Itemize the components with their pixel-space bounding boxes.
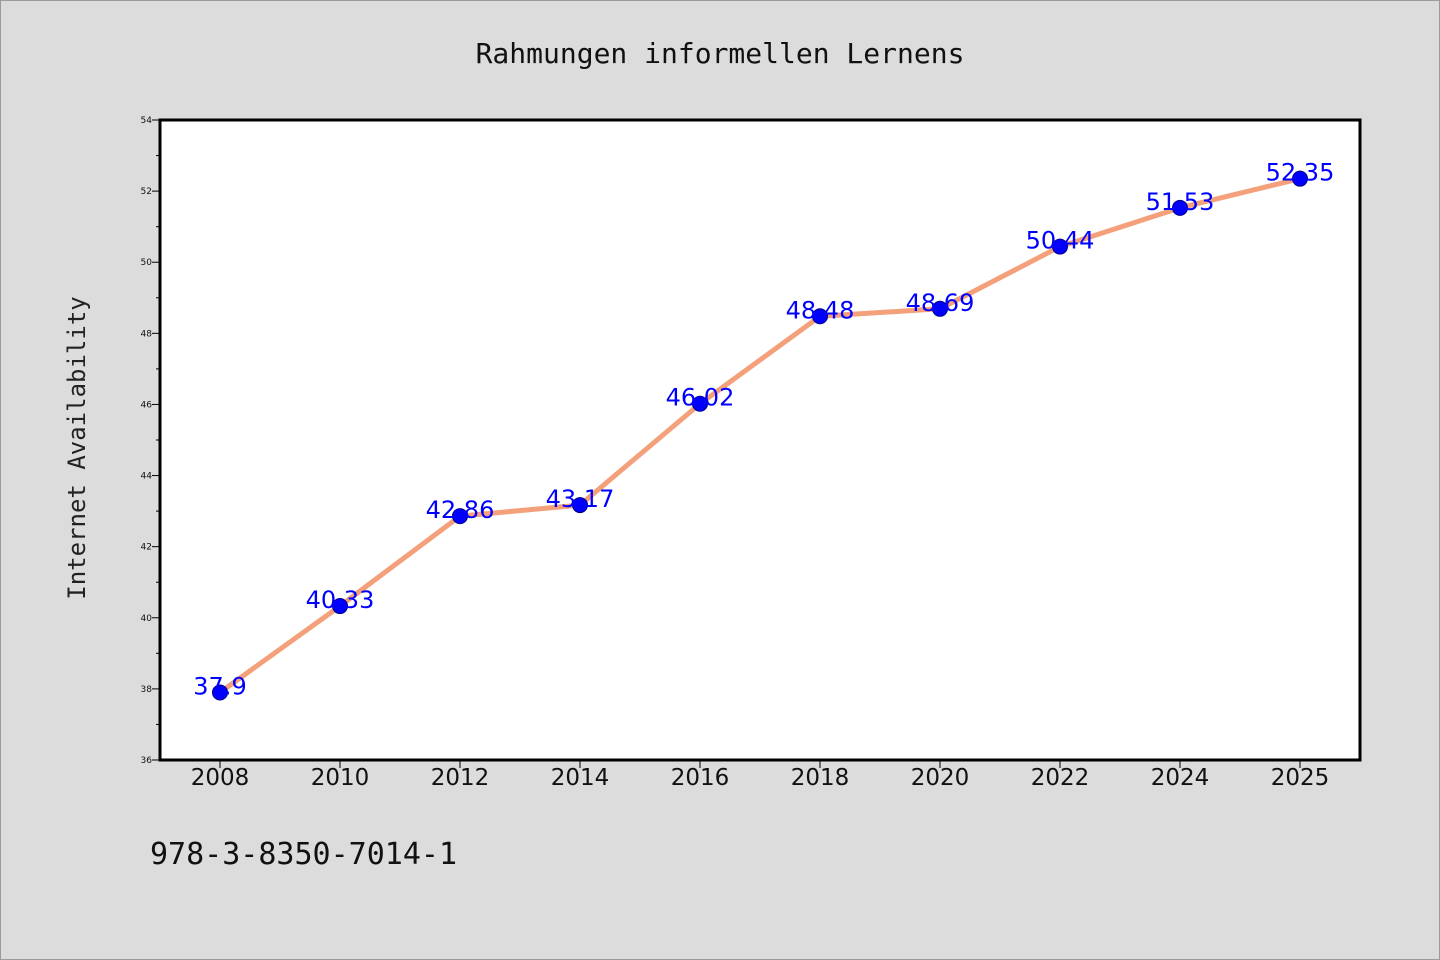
data-point xyxy=(932,300,948,317)
y-axis: 36 38 40 42 44 46 48 50 52 54 xyxy=(141,116,160,766)
y-tick-label: 44 xyxy=(141,472,153,482)
data-point xyxy=(812,308,828,325)
plot-area xyxy=(158,118,1362,762)
chart-title: Rahmungen informellen Lernens xyxy=(476,37,965,70)
footnote-isbn: 978-3-8350-7014-1 xyxy=(150,837,457,872)
y-tick-label: 40 xyxy=(141,614,153,624)
x-tick-label: 2012 xyxy=(431,765,490,791)
data-label: 37.9 xyxy=(193,672,246,700)
data-label: 42.86 xyxy=(426,496,495,524)
x-tick-label: 2010 xyxy=(311,765,370,791)
data-point xyxy=(1052,238,1068,255)
x-tick-label: 2018 xyxy=(791,765,850,791)
x-tick-label: 2022 xyxy=(1031,765,1090,791)
x-tick-label: 2024 xyxy=(1151,765,1210,791)
series-line-group xyxy=(212,170,1308,701)
data-label: 50.44 xyxy=(1026,227,1095,255)
data-label: 52.35 xyxy=(1266,159,1335,187)
data-label: 40.33 xyxy=(306,586,375,614)
x-tick-label: 2020 xyxy=(911,765,970,791)
data-point xyxy=(332,598,348,615)
x-tick-label: 2025 xyxy=(1271,765,1330,791)
x-tick-label: 2014 xyxy=(551,765,610,791)
x-tick-label: 2008 xyxy=(191,765,250,791)
series-line xyxy=(218,176,1301,695)
y-tick-label: 38 xyxy=(141,685,153,695)
data-point xyxy=(452,508,468,525)
data-label: 48.48 xyxy=(786,296,855,324)
y-tick-label: 50 xyxy=(141,258,153,268)
y-axis-label: Internet Availability xyxy=(63,296,91,599)
data-label: 43.17 xyxy=(546,485,615,513)
y-tick-label: 42 xyxy=(141,543,152,553)
x-axis: 2008 2010 2012 2014 2016 2018 2020 2022 2024 2025 xyxy=(191,760,1330,791)
y-tick-label: 52 xyxy=(141,187,152,197)
data-point xyxy=(212,684,228,701)
data-label: 48.69 xyxy=(906,289,975,317)
y-tick-label: 54 xyxy=(141,116,153,126)
data-label: 46.02 xyxy=(666,384,735,412)
data-label-group: 37.9 40.33 42.86 43.17 46.02 48.48 48.69 50.44 5… xyxy=(193,159,1334,701)
data-point xyxy=(572,497,588,514)
y-tick-label: 48 xyxy=(141,329,153,339)
data-point xyxy=(1292,170,1308,187)
x-tick-label: 2016 xyxy=(671,765,730,791)
y-tick-label: 46 xyxy=(141,400,153,410)
y-tick-label: 36 xyxy=(141,756,153,766)
data-point xyxy=(692,395,708,412)
data-point xyxy=(1172,199,1188,216)
data-label: 51.53 xyxy=(1146,188,1215,216)
